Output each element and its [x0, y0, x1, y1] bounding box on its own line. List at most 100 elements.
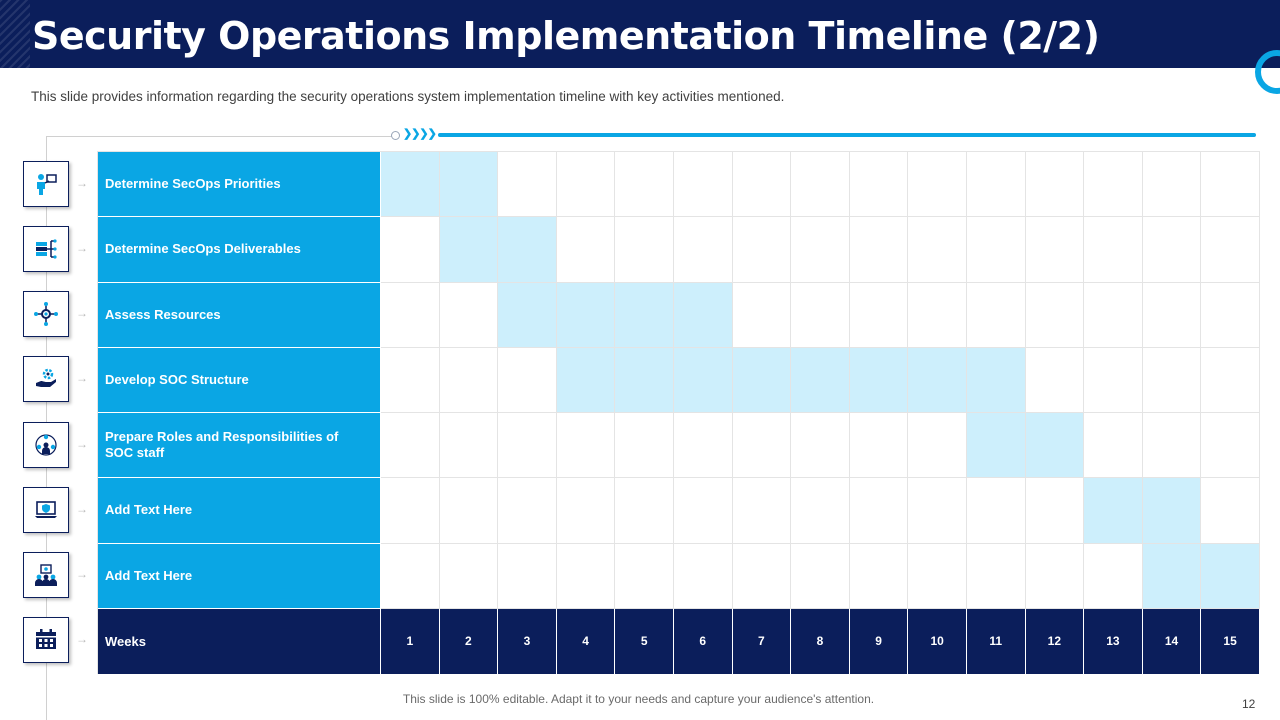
activity-label: Determine SecOps Priorities	[98, 152, 381, 218]
week-number: 1	[381, 608, 440, 674]
week-number: 14	[1142, 608, 1202, 674]
gantt-active-cell	[556, 347, 616, 413]
gantt-cell	[615, 478, 674, 544]
gantt-cell	[1201, 478, 1260, 544]
gantt-cell	[908, 543, 967, 609]
week-number: 11	[966, 608, 1026, 674]
gantt-active-cell	[615, 347, 674, 413]
server-network-icon	[23, 225, 69, 272]
gantt-cell	[1201, 217, 1260, 283]
gantt-cell	[908, 152, 967, 218]
timeline-top-bar	[438, 133, 1256, 137]
gantt-cell	[732, 478, 792, 544]
connector-dot	[391, 131, 400, 140]
gantt-cell	[849, 543, 909, 609]
gantt-cell	[1084, 347, 1143, 413]
week-number: 10	[908, 608, 967, 674]
activity-label: Determine SecOps Deliverables	[98, 217, 381, 283]
gantt-active-cell	[1025, 413, 1085, 479]
gantt-cell	[381, 282, 440, 348]
gantt-active-cell	[908, 347, 967, 413]
gantt-active-cell	[673, 282, 733, 348]
gantt-cell	[615, 152, 674, 218]
security-team-icon	[23, 552, 69, 599]
gantt-cell	[673, 217, 733, 283]
gantt-cell	[732, 152, 792, 218]
title-stripes-decoration	[0, 0, 30, 68]
gantt-cell	[791, 543, 850, 609]
gantt-cell	[498, 413, 557, 479]
gantt-active-cell	[673, 347, 733, 413]
gantt-cell	[1142, 413, 1202, 479]
gantt-cell	[1142, 282, 1202, 348]
laptop-shield-icon	[23, 486, 69, 533]
gantt-cell	[791, 282, 850, 348]
activity-label: Add Text Here	[98, 478, 381, 544]
gantt-cell	[1142, 347, 1202, 413]
activity-label: Add Text Here	[98, 543, 381, 609]
gantt-cell	[556, 217, 616, 283]
connector-horizontal-line	[46, 136, 396, 137]
gantt-cell	[908, 413, 967, 479]
gantt-cell	[791, 152, 850, 218]
timeline-grid: Determine SecOps Priorities Determine Sec…	[97, 151, 1260, 674]
row-arrow-icon: →	[76, 371, 88, 386]
activity-label: Assess Resources	[98, 282, 381, 348]
gantt-active-cell	[439, 217, 499, 283]
gantt-cell	[556, 543, 616, 609]
row-arrow-icon: →	[76, 567, 88, 582]
week-number: 4	[556, 608, 616, 674]
gantt-cell	[673, 413, 733, 479]
slide-subtitle: This slide provides information regardin…	[31, 89, 785, 104]
gantt-cell	[849, 413, 909, 479]
row-arrow-icon: →	[76, 632, 88, 647]
gantt-cell	[556, 152, 616, 218]
gantt-cell	[732, 282, 792, 348]
activity-label: Develop SOC Structure	[98, 347, 381, 413]
gantt-active-cell	[966, 347, 1026, 413]
gantt-cell	[498, 347, 557, 413]
gantt-cell	[1084, 217, 1143, 283]
slide-title: Security Operations Implementation Timel…	[32, 14, 1100, 58]
gantt-cell	[849, 152, 909, 218]
gantt-cell	[615, 543, 674, 609]
gantt-cell	[1201, 347, 1260, 413]
week-number: 9	[849, 608, 909, 674]
hand-gear-icon	[23, 356, 69, 403]
gantt-active-cell	[381, 152, 440, 218]
week-number: 7	[732, 608, 792, 674]
weeks-label: Weeks	[98, 608, 381, 674]
gantt-cell	[849, 282, 909, 348]
gantt-cell	[1084, 413, 1143, 479]
gantt-cell	[966, 152, 1026, 218]
activity-label: Prepare Roles and Responsibilities of SO…	[98, 413, 381, 479]
gantt-cell	[849, 478, 909, 544]
gantt-cell	[1025, 347, 1085, 413]
gantt-active-cell	[1142, 543, 1202, 609]
footer-note: This slide is 100% editable. Adapt it to…	[402, 692, 875, 706]
gantt-cell	[439, 347, 499, 413]
gantt-cell	[615, 413, 674, 479]
gantt-active-cell	[556, 282, 616, 348]
gantt-active-cell	[498, 217, 557, 283]
gantt-active-cell	[791, 347, 850, 413]
gantt-cell	[439, 282, 499, 348]
gantt-cell	[732, 217, 792, 283]
chevrons-icon: ❯❯❯❯	[403, 128, 437, 140]
gantt-cell	[1025, 282, 1085, 348]
gantt-cell	[966, 282, 1026, 348]
gantt-cell	[556, 478, 616, 544]
gantt-active-cell	[966, 413, 1026, 479]
row-arrow-icon: →	[76, 501, 88, 516]
gantt-cell	[732, 413, 792, 479]
gantt-cell	[1142, 217, 1202, 283]
gantt-active-cell	[439, 152, 499, 218]
week-number: 13	[1084, 608, 1143, 674]
row-arrow-icon: →	[76, 436, 88, 451]
week-number: 2	[439, 608, 499, 674]
gantt-cell	[966, 217, 1026, 283]
gantt-cell	[498, 152, 557, 218]
week-number: 6	[673, 608, 733, 674]
gantt-cell	[381, 478, 440, 544]
row-arrow-icon: →	[76, 306, 88, 321]
